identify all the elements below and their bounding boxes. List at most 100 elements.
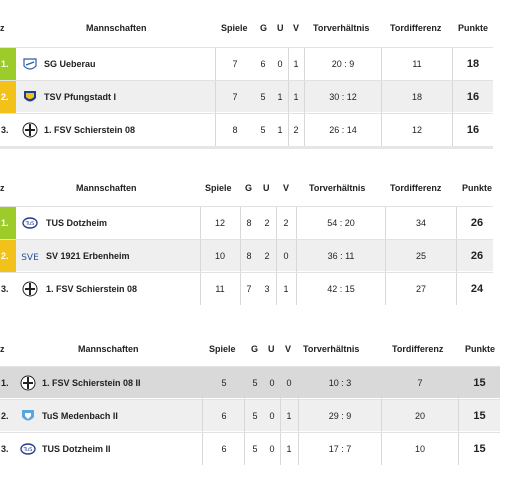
games-cell: 6 <box>221 411 227 421</box>
table-row[interactable]: 3. 1. FSV Schierstein 08 11 7 3 1 42 : 1… <box>0 272 493 305</box>
column-divider <box>458 367 459 399</box>
col-g-header: G <box>251 344 259 354</box>
table1-header: z Mannschaften Spiele G U V Torverhältni… <box>0 19 506 39</box>
fsv-schierstein-logo-icon <box>22 281 38 297</box>
points-cell: 15 <box>473 377 486 389</box>
team-name[interactable]: 1. FSV Schierstein 08 II <box>42 378 141 388</box>
column-divider <box>280 400 281 432</box>
team-name[interactable]: TUS Dotzheim <box>46 218 108 228</box>
table-row[interactable]: 2. TSV Pfungstadt I 7 5 1 1 30 : 12 18 1… <box>0 80 493 113</box>
rank-cell: 2. <box>1 411 9 421</box>
points-cell: 26 <box>470 250 484 262</box>
team-name[interactable]: 1. FSV Schierstein 08 <box>46 284 138 294</box>
column-divider <box>452 48 453 80</box>
diff-cell: 20 <box>414 411 425 421</box>
column-divider <box>200 273 201 305</box>
col-goals-header: Torverhältnis <box>313 23 370 33</box>
draws-cell: 1 <box>277 125 283 135</box>
column-divider <box>296 207 297 239</box>
points-cell: 15 <box>473 443 486 455</box>
games-cell: 10 <box>214 251 225 261</box>
diff-cell: 10 <box>414 444 425 454</box>
losses-cell: 0 <box>283 251 289 261</box>
col-g-header: G <box>260 23 268 33</box>
column-divider <box>456 207 457 239</box>
col-rank-header: z <box>0 23 5 33</box>
column-divider <box>215 114 216 146</box>
draws-cell: 3 <box>264 284 270 294</box>
col-points-header: Punkte <box>458 23 489 33</box>
column-divider <box>244 367 245 399</box>
column-divider <box>280 433 281 465</box>
rank-cell: 3. <box>1 284 9 294</box>
table-row[interactable]: 1. 1. FSV Schierstein 08 II 5 5 0 0 10 :… <box>0 366 500 399</box>
table-row[interactable]: 3. TuS TUS Dotzheim II 6 5 0 1 17 : 7 10… <box>0 432 500 465</box>
losses-cell: 1 <box>286 444 292 454</box>
column-divider <box>298 367 299 399</box>
table-row[interactable]: 1. SG Ueberau 7 6 0 1 20 : 9 11 18 <box>0 47 493 80</box>
wins-cell: 8 <box>246 218 252 228</box>
svg-text:SVE: SVE <box>21 253 39 263</box>
games-cell: 5 <box>221 378 227 388</box>
rank-cell: 1. <box>0 207 16 239</box>
team-name[interactable]: SV 1921 Erbenheim <box>46 251 130 261</box>
points-cell: 26 <box>470 217 484 229</box>
team-name[interactable]: 1. FSV Schierstein 08 <box>44 125 136 135</box>
column-divider <box>200 207 201 239</box>
team-name[interactable]: TuS Medenbach II <box>42 411 118 421</box>
games-cell: 12 <box>214 218 225 228</box>
diff-cell: 25 <box>415 251 426 261</box>
points-cell: 16 <box>466 91 480 103</box>
column-divider <box>452 114 453 146</box>
goals-cell: 26 : 14 <box>329 125 357 135</box>
diff-cell: 34 <box>415 218 426 228</box>
column-divider <box>304 81 305 113</box>
column-divider <box>202 367 203 399</box>
column-divider <box>385 207 386 239</box>
col-goals-header: Torverhältnis <box>303 344 360 354</box>
points-cell: 18 <box>466 58 480 70</box>
column-divider <box>298 400 299 432</box>
column-divider <box>202 433 203 465</box>
column-divider <box>288 48 289 80</box>
diff-cell: 11 <box>412 59 422 69</box>
col-goals-header: Torverhältnis <box>309 183 366 193</box>
col-u-header: U <box>277 23 284 33</box>
table-row[interactable]: 1. TuS TUS Dotzheim 12 8 2 2 54 : 20 34 … <box>0 206 493 239</box>
wins-cell: 5 <box>260 92 266 102</box>
draws-cell: 0 <box>269 444 275 454</box>
losses-cell: 0 <box>286 378 292 388</box>
col-v-header: V <box>293 23 300 33</box>
wins-cell: 5 <box>252 378 258 388</box>
column-divider <box>456 240 457 272</box>
column-divider <box>381 48 382 80</box>
col-v-header: V <box>283 183 290 193</box>
sv-erbenheim-logo-icon: SVE <box>20 248 40 264</box>
rank-cell: 2. <box>0 240 16 272</box>
team-name[interactable]: SG Ueberau <box>44 59 96 69</box>
col-rank-header: z <box>0 183 5 193</box>
ueberau-logo-icon <box>22 56 38 72</box>
points-cell: 15 <box>473 410 486 422</box>
svg-text:TuS: TuS <box>23 447 33 453</box>
col-g-header: G <box>245 183 253 193</box>
column-divider <box>276 207 277 239</box>
games-cell: 6 <box>221 444 227 454</box>
table-row[interactable]: 3. 1. FSV Schierstein 08 8 5 1 2 26 : 14… <box>0 113 493 146</box>
col-v-header: V <box>285 344 292 354</box>
table3-header: z Mannschaften Spiele G U V Torverhältni… <box>0 340 506 360</box>
col-rank-header: z <box>0 344 5 354</box>
draws-cell: 0 <box>277 59 283 69</box>
table-row[interactable]: 2. TuS Medenbach II 6 5 0 1 29 : 9 20 15 <box>0 399 500 432</box>
team-name[interactable]: TUS Dotzheim II <box>42 444 111 454</box>
losses-cell: 1 <box>293 92 299 102</box>
table-row[interactable]: 2. SVE SV 1921 Erbenheim 10 8 2 0 36 : 1… <box>0 239 493 272</box>
column-divider <box>385 273 386 305</box>
tsv-pfungstadt-logo-icon <box>22 89 38 105</box>
wins-cell: 7 <box>246 284 252 294</box>
draws-cell: 1 <box>277 92 283 102</box>
goals-cell: 29 : 9 <box>328 411 352 421</box>
wins-cell: 5 <box>252 411 258 421</box>
games-cell: 7 <box>232 59 238 69</box>
team-name[interactable]: TSV Pfungstadt I <box>44 92 116 102</box>
